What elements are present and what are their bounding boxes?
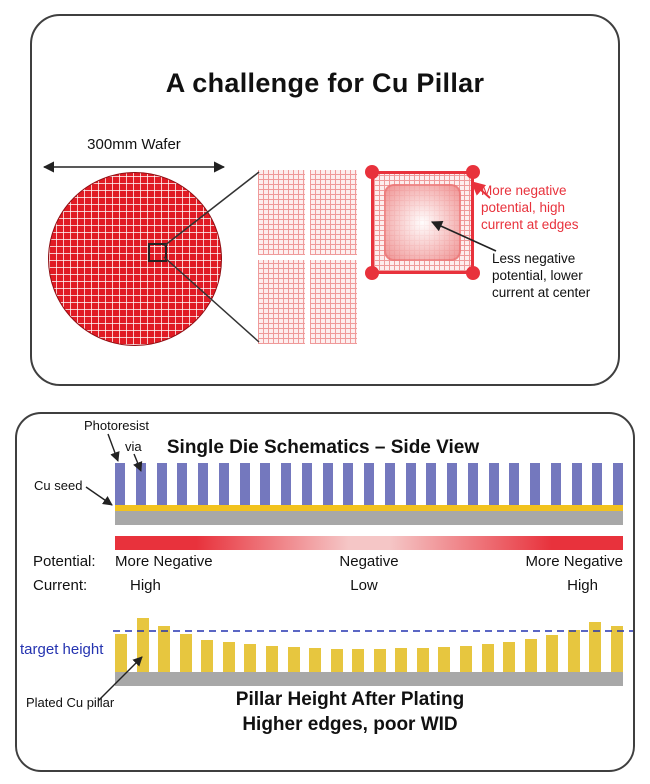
cu-pillar-bar xyxy=(546,635,559,672)
photoresist-bar xyxy=(364,463,374,505)
cu-pillar-bar xyxy=(567,630,580,672)
photoresist-bar xyxy=(447,463,457,505)
photoresist-bar xyxy=(281,463,291,505)
result-caption: Pillar Height After Plating Higher edges… xyxy=(155,687,545,737)
center-potential-annotation: Less negative potential, lower current a… xyxy=(492,251,591,300)
die-grid-2x2 xyxy=(258,170,357,344)
cu-pillar-bar xyxy=(244,644,257,672)
wafer-graphic xyxy=(48,172,222,346)
photoresist-bar xyxy=(426,463,437,505)
substrate-bottom xyxy=(115,672,623,686)
cu-pillar-bar xyxy=(438,647,451,672)
cu-pillar-bar xyxy=(460,646,472,672)
photoresist-bar xyxy=(509,463,520,505)
cu-pillar-bar xyxy=(222,642,235,672)
cu-pillar-bar xyxy=(524,639,537,672)
potential-row-label: Potential: xyxy=(33,553,96,570)
photoresist-bar xyxy=(384,463,395,505)
die-thumbnail xyxy=(310,259,357,344)
cu-pillar-bar xyxy=(115,634,127,672)
corner-contact-dot xyxy=(466,266,480,280)
current-left-value: High xyxy=(130,577,161,594)
cu-pillar-bar xyxy=(179,634,192,672)
caption-line-1: Pillar Height After Plating xyxy=(235,689,465,710)
potential-gradient-bar xyxy=(115,536,623,550)
photoresist-bars xyxy=(115,463,623,505)
plated-pillar-label: Plated Cu pillar xyxy=(26,695,115,710)
cu-pillar-bar xyxy=(352,649,365,672)
cu-pillar-bar xyxy=(136,618,149,672)
photoresist-bar xyxy=(156,463,167,505)
current-right-value: High xyxy=(567,577,598,594)
photoresist-bar xyxy=(301,463,312,505)
photoresist-bar xyxy=(260,463,271,505)
substrate-top xyxy=(115,511,623,525)
top-panel-title: A challenge for Cu Pillar xyxy=(165,68,485,98)
die-thumbnail xyxy=(258,170,305,255)
cu-pillar-bar xyxy=(373,649,386,672)
cu-pillar-bar xyxy=(287,647,300,672)
photoresist-bar xyxy=(467,463,478,505)
bottom-panel-title: Single Die Schematics – Side View xyxy=(166,437,480,458)
cu-pillar-bar xyxy=(395,648,408,672)
potential-right-value: More Negative xyxy=(525,553,623,570)
current-row-label: Current: xyxy=(33,577,88,594)
cu-pillar-bar xyxy=(610,626,623,672)
cu-seed-label: Cu seed xyxy=(34,478,83,493)
photoresist-bar xyxy=(530,463,540,505)
cu-seed-layer xyxy=(115,505,623,511)
edge-potential-annotation: More negative potential, high current at… xyxy=(481,183,579,232)
cu-pillar-bar xyxy=(265,646,278,672)
potential-center-value: Negative xyxy=(339,553,399,570)
cu-pillar-bar xyxy=(481,644,494,672)
cu-pillar-bar xyxy=(158,626,171,672)
target-height-label: target height xyxy=(20,641,104,658)
potential-left-value: More Negative xyxy=(115,553,213,570)
cu-pillar-bar xyxy=(503,642,516,672)
pillar-bars xyxy=(115,618,623,672)
photoresist-bar xyxy=(198,463,208,505)
photoresist-bar xyxy=(135,463,146,505)
die-potential-shading xyxy=(384,184,461,261)
cu-pillar-bar xyxy=(330,649,343,672)
wafer-size-label: 300mm Wafer xyxy=(87,136,181,153)
photoresist-bar xyxy=(592,463,603,505)
photoresist-bar xyxy=(177,463,188,505)
current-center-value: Low xyxy=(350,577,378,594)
highlighted-die xyxy=(365,165,480,280)
corner-contact-dot xyxy=(365,165,379,179)
photoresist-bar xyxy=(405,463,416,505)
die-thumbnail xyxy=(258,259,305,344)
caption-line-2: Higher edges, poor WID xyxy=(242,714,458,735)
corner-contact-dot xyxy=(365,266,379,280)
photoresist-bar xyxy=(343,463,354,505)
cu-pillar-bar xyxy=(309,648,322,672)
photoresist-label: Photoresist xyxy=(84,418,150,433)
via-label: via xyxy=(125,439,142,454)
cu-pillar-bar xyxy=(201,640,214,672)
photoresist-bar xyxy=(115,463,125,505)
photoresist-bar xyxy=(239,463,250,505)
cu-pillar-bar xyxy=(589,622,602,672)
photoresist-bar xyxy=(571,463,582,505)
cu-pillar-bar xyxy=(416,648,429,672)
photoresist-bar xyxy=(322,463,333,505)
photoresist-bar xyxy=(550,463,561,505)
current-values-row: High Low High xyxy=(115,577,623,594)
wafer-zoom-region xyxy=(148,243,167,262)
photoresist-bar xyxy=(218,463,229,505)
photoresist-bar xyxy=(613,463,623,505)
corner-contact-dot xyxy=(466,165,480,179)
photoresist-bar xyxy=(488,463,499,505)
die-thumbnail xyxy=(310,170,357,255)
potential-values-row: More Negative Negative More Negative xyxy=(115,553,623,570)
